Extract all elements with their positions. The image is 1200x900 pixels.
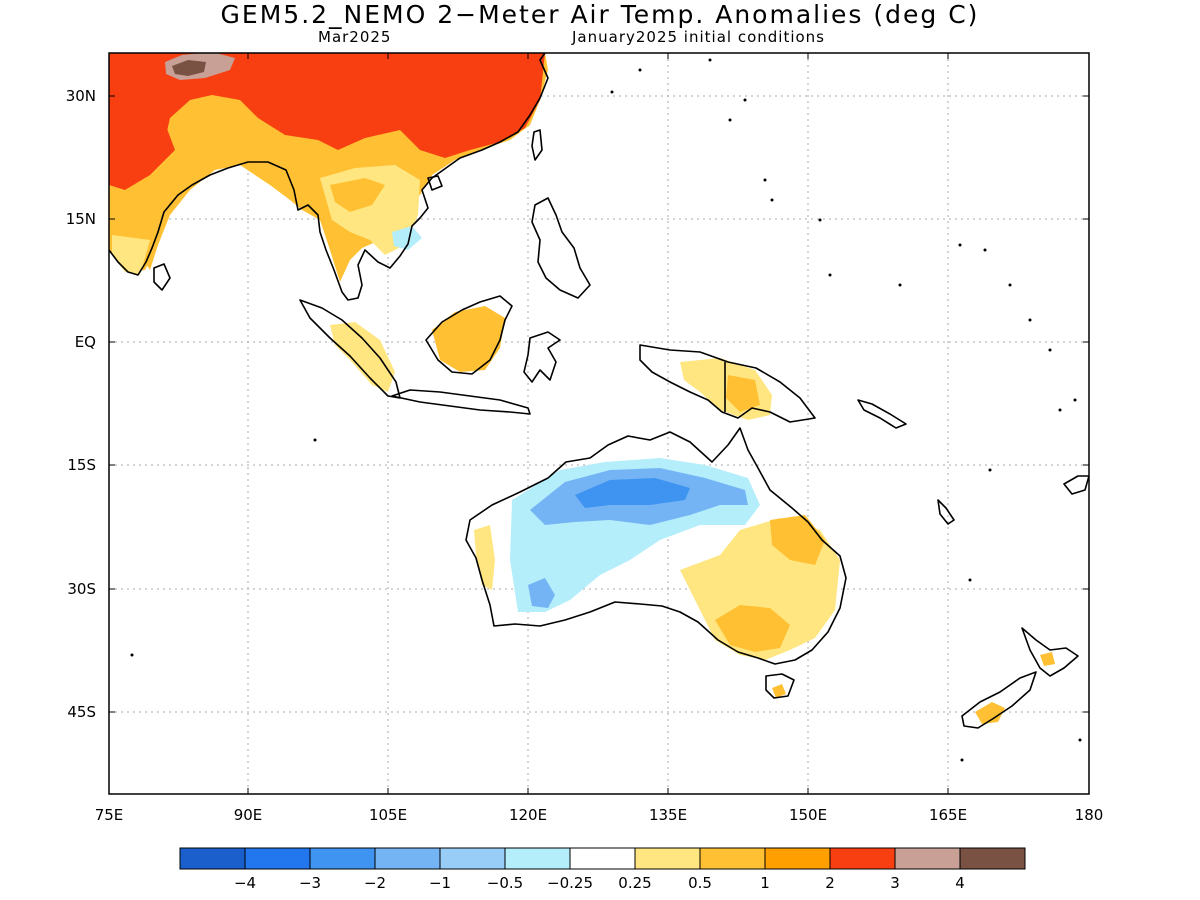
anomaly-region-tasmania bbox=[772, 684, 786, 698]
lon-label: 150E bbox=[789, 806, 827, 824]
anomaly-region-tibet-max bbox=[172, 60, 206, 76]
colorbar bbox=[179, 847, 1026, 870]
anomaly-region-sumatra bbox=[330, 322, 395, 392]
map-frame bbox=[108, 52, 1090, 795]
anomaly-region-indochina-cool bbox=[392, 226, 422, 250]
colorbar-label: −2 bbox=[364, 874, 386, 892]
coastline-sri-lanka bbox=[153, 263, 171, 291]
anomaly-region-india-hot bbox=[109, 90, 175, 190]
anomaly-region-australia-cold-patch bbox=[528, 578, 555, 608]
colorbar-label: 2 bbox=[825, 874, 835, 892]
anomaly-region-indochina-warm bbox=[330, 178, 385, 212]
coastline-tasmania bbox=[765, 673, 795, 699]
longitude-labels: 75E 90E 105E 120E 135E 150E 165E 180 bbox=[95, 806, 1104, 824]
coastline-fiji bbox=[1063, 475, 1089, 495]
colorbar-swatch bbox=[374, 847, 441, 870]
colorbar-swatch bbox=[634, 847, 701, 870]
coastline-australia bbox=[465, 427, 847, 665]
coastline-hainan bbox=[427, 175, 443, 191]
anomaly-region-asia-hot bbox=[109, 53, 545, 180]
lat-label: 30S bbox=[67, 580, 96, 598]
anomaly-region-australia-coldest bbox=[575, 478, 690, 508]
colorbar-swatch bbox=[959, 847, 1026, 870]
coastline-solomon-islands bbox=[857, 399, 907, 429]
lon-label: 75E bbox=[95, 806, 124, 824]
lat-label: 30N bbox=[66, 87, 96, 105]
colorbar-label: 3 bbox=[890, 874, 900, 892]
coastline-new-zealand-south bbox=[961, 671, 1037, 729]
colorbar-label: −3 bbox=[299, 874, 321, 892]
coastline-vanuatu bbox=[937, 499, 955, 525]
colorbar-label: −0.25 bbox=[547, 874, 593, 892]
anomaly-region-australia-southeast-warm bbox=[715, 605, 790, 652]
colorbar-label: −1 bbox=[429, 874, 451, 892]
colorbar-swatch bbox=[699, 847, 766, 870]
lat-label: 15S bbox=[67, 456, 96, 474]
colorbar-labels: −4 −3 −2 −1 −0.5 −0.25 0.25 0.5 1 2 3 4 bbox=[234, 874, 965, 892]
colorbar-swatch bbox=[179, 847, 246, 870]
lon-label: 105E bbox=[369, 806, 407, 824]
anomaly-region-borneo bbox=[432, 306, 505, 372]
lat-label: 45S bbox=[67, 703, 96, 721]
colorbar-swatch bbox=[764, 847, 831, 870]
coastline-java bbox=[391, 389, 531, 415]
colorbar-label: −4 bbox=[234, 874, 256, 892]
latitude-labels: 30N 15N EQ 15S 30S 45S bbox=[66, 87, 96, 721]
anomaly-field bbox=[109, 53, 1055, 724]
lat-label: EQ bbox=[75, 333, 96, 351]
coastline-new-guinea bbox=[639, 344, 816, 423]
colorbar-swatch bbox=[894, 847, 961, 870]
anomaly-region-new-zealand bbox=[975, 702, 1005, 724]
coastline-asia bbox=[109, 53, 549, 301]
anomaly-region-new-guinea bbox=[680, 358, 772, 420]
colorbar-label: 0.25 bbox=[618, 874, 651, 892]
coastline-sulawesi bbox=[523, 331, 561, 383]
colorbar-swatch bbox=[244, 847, 311, 870]
lon-label: 120E bbox=[509, 806, 547, 824]
colorbar-swatch bbox=[439, 847, 506, 870]
forecast-month: Mar2025 bbox=[318, 28, 392, 46]
coastline-borneo bbox=[425, 295, 513, 375]
lon-label: 90E bbox=[234, 806, 263, 824]
coastline-taiwan bbox=[531, 129, 543, 161]
anomaly-region-new-guinea-warm bbox=[726, 375, 760, 412]
lon-label: 135E bbox=[649, 806, 687, 824]
colorbar-label: 0.5 bbox=[688, 874, 712, 892]
lon-label: 180 bbox=[1075, 806, 1104, 824]
lat-label: 15N bbox=[66, 210, 96, 228]
colorbar-swatch bbox=[829, 847, 896, 870]
colorbar-swatch bbox=[504, 847, 571, 870]
coastline-philippines bbox=[531, 197, 591, 299]
coastline-new-zealand-north bbox=[1021, 627, 1079, 677]
colorbar-label: 1 bbox=[760, 874, 770, 892]
lon-label: 165E bbox=[929, 806, 967, 824]
colorbar-label: −0.5 bbox=[487, 874, 523, 892]
colorbar-label: 4 bbox=[955, 874, 965, 892]
anomaly-region-australia-east-warm bbox=[770, 515, 825, 565]
anomaly-region-west-australia-coast bbox=[474, 525, 495, 590]
coastlines bbox=[109, 53, 1089, 729]
colorbar-swatch bbox=[569, 847, 636, 870]
map-title: GEM5.2_NEMO 2−Meter Air Temp. Anomalies … bbox=[220, 0, 980, 29]
anomaly-region-new-zealand-north bbox=[1040, 652, 1055, 666]
colorbar-swatch bbox=[309, 847, 376, 870]
small-islands bbox=[130, 58, 1082, 762]
axis-ticks bbox=[108, 53, 1090, 794]
initial-conditions: January2025 initial conditions bbox=[572, 28, 825, 46]
